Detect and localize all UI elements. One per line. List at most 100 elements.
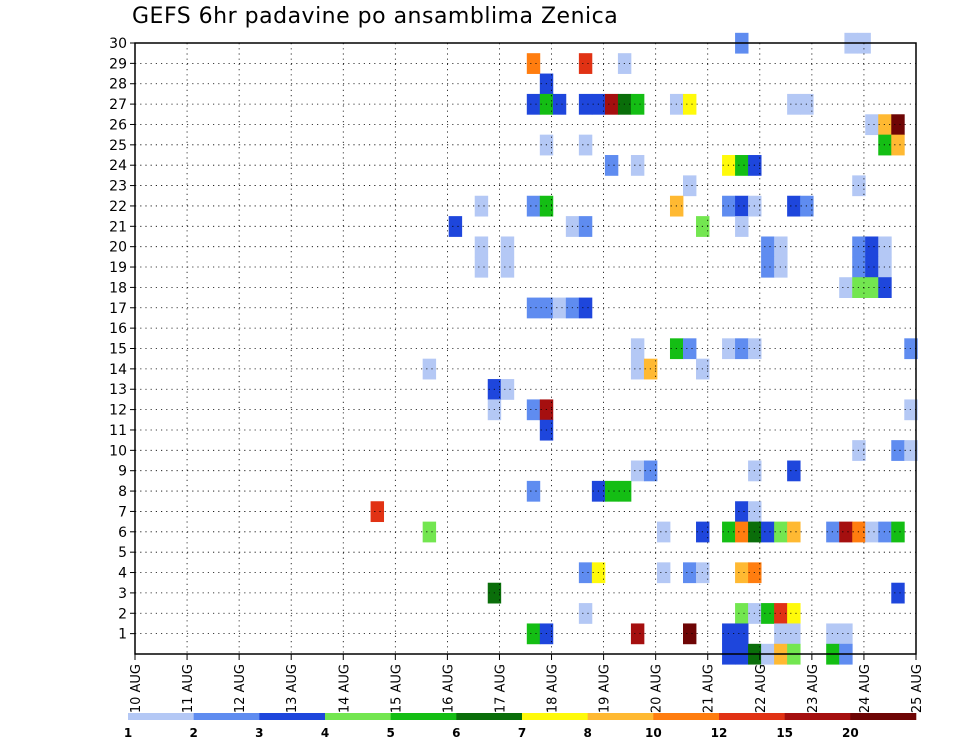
x-tick-label: 10 AUG	[129, 664, 144, 713]
y-tick-label: 7	[118, 504, 127, 520]
heatmap-cell	[552, 93, 567, 115]
x-tick-label: 16 AUG	[441, 664, 456, 713]
heatmap-cell	[474, 236, 489, 258]
y-axis-ticks: 1234567891011121314151617181920212223242…	[109, 36, 135, 643]
y-tick-label: 29	[109, 56, 127, 72]
y-tick-label: 24	[109, 158, 127, 174]
heatmap-cell	[865, 114, 879, 136]
y-tick-label: 17	[109, 301, 127, 317]
colorbar-segment	[653, 713, 720, 720]
heatmap-cell	[839, 623, 853, 645]
x-tick-label: 15 AUG	[389, 664, 404, 713]
heatmap-cell	[526, 53, 541, 74]
heatmap-cell	[500, 379, 515, 400]
colorbar-label: 6	[452, 726, 460, 740]
x-tick-label: 13 AUG	[285, 664, 300, 713]
heatmap-cell	[787, 195, 801, 217]
heatmap-cell	[474, 256, 489, 278]
heatmap-cell	[735, 623, 749, 645]
colorbar-segment	[784, 713, 851, 720]
colorbar-label: 4	[321, 726, 329, 740]
colorbar-segment	[193, 713, 260, 720]
heatmap-cell	[630, 358, 645, 380]
heatmap-cell	[787, 603, 801, 624]
heatmap-cell	[761, 236, 775, 258]
y-tick-label: 27	[109, 97, 127, 113]
heatmap-cell	[526, 93, 541, 115]
heatmap-cell	[630, 623, 645, 645]
heatmap-cell	[683, 93, 697, 115]
y-tick-label: 14	[109, 362, 127, 378]
x-tick-label: 14 AUG	[337, 664, 352, 713]
heatmap-cell	[891, 114, 905, 136]
y-tick-label: 4	[118, 566, 127, 582]
heatmap-cell	[500, 256, 515, 278]
heatmap-cell	[865, 277, 879, 298]
heatmap-cell	[422, 521, 437, 543]
colorbar-segment	[719, 713, 785, 720]
y-tick-label: 10	[109, 443, 127, 459]
colorbar-segment	[325, 713, 391, 720]
x-tick-label: 21 AUG	[702, 664, 717, 713]
colorbar-label: 2	[189, 726, 197, 740]
heatmap-cell	[735, 603, 749, 624]
heatmap-cell	[656, 562, 671, 584]
heatmap-cell	[526, 195, 541, 217]
heatmap-cell	[578, 297, 593, 319]
heatmap-cell	[604, 155, 619, 176]
heatmap-cell	[683, 175, 697, 197]
colorbar-segment	[259, 713, 326, 720]
heatmap-cell	[891, 582, 905, 604]
heatmap-cell	[735, 195, 749, 217]
heatmap-cell	[735, 562, 749, 584]
heatmap-cell	[448, 216, 463, 237]
colorbar-segment	[522, 713, 588, 720]
heatmap-cell	[891, 521, 905, 543]
y-tick-label: 30	[109, 36, 127, 52]
heatmap-cell	[735, 501, 749, 523]
colorbar: 1 2 3 4 5 6 7 8 10 12 15 20	[124, 713, 917, 740]
heatmap-cell	[761, 256, 775, 278]
heatmap-cell	[526, 623, 541, 645]
heatmap-cell	[604, 93, 619, 115]
y-tick-label: 25	[109, 138, 127, 154]
chart-title: GEFS 6hr padavine po ansamblima Zenica	[132, 4, 619, 29]
y-tick-label: 12	[109, 403, 127, 419]
y-tick-label: 19	[109, 260, 127, 276]
heatmap-cell	[683, 562, 697, 584]
heatmap-cell	[735, 338, 749, 360]
x-tick-label: 25 AUG	[910, 664, 925, 713]
heatmap-cell	[683, 338, 697, 360]
y-tick-label: 16	[109, 321, 127, 337]
colorbar-label: 1	[124, 726, 132, 740]
y-tick-label: 15	[109, 342, 127, 358]
colorbar-label: 8	[583, 726, 591, 740]
heatmap-cell	[552, 297, 567, 319]
colorbar-label: 7	[518, 726, 526, 740]
x-tick-label: 12 AUG	[233, 664, 248, 713]
x-tick-label: 24 AUG	[858, 664, 873, 713]
heatmap-cell	[865, 256, 879, 278]
heatmap-cell	[865, 521, 879, 543]
y-tick-label: 9	[118, 464, 127, 480]
heatmap-cell	[526, 480, 541, 502]
heatmap-cell	[787, 460, 801, 482]
y-tick-label: 18	[109, 280, 127, 296]
y-tick-label: 11	[109, 423, 127, 439]
heatmap-cell	[735, 155, 749, 176]
y-tick-label: 8	[118, 484, 127, 500]
heatmap-cell	[370, 501, 385, 523]
y-tick-label: 22	[109, 199, 127, 215]
heatmap-cell	[578, 603, 593, 624]
grid-lines	[134, 42, 917, 654]
heatmap-cell	[761, 521, 775, 543]
heatmap-cell	[865, 236, 879, 258]
heatmap-cell	[526, 399, 541, 421]
colorbar-label: 12	[711, 726, 728, 740]
y-tick-label: 26	[109, 117, 127, 133]
heatmap-cell	[630, 338, 645, 360]
heatmap-cell	[787, 623, 801, 645]
heatmap-cell	[630, 460, 645, 482]
y-tick-label: 1	[118, 627, 127, 643]
heatmap-cell	[630, 93, 645, 115]
